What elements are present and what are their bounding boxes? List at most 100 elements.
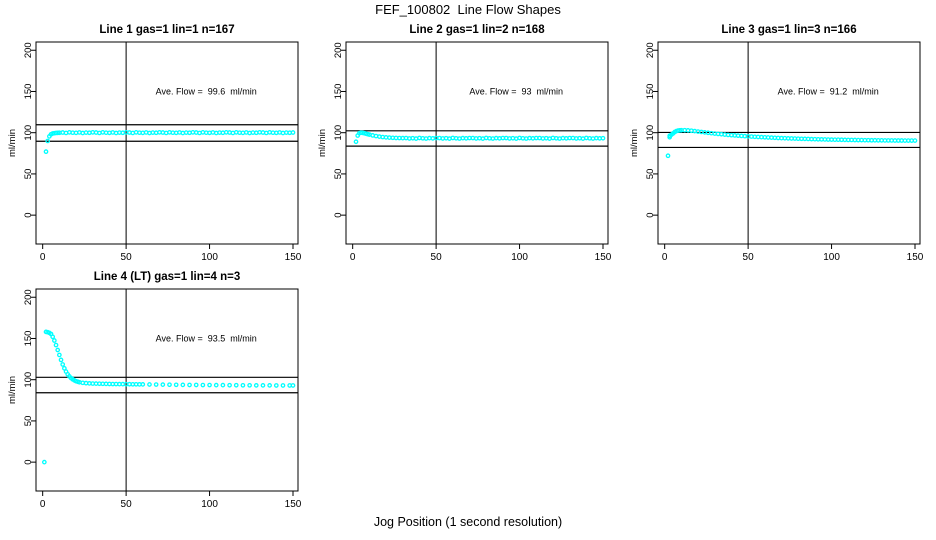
avg-flow-annotation: Ave. Flow = 93 ml/min xyxy=(469,86,563,96)
y-tick-label: 0 xyxy=(23,459,34,464)
data-point xyxy=(247,382,252,388)
y-tick-label: 0 xyxy=(645,212,656,217)
data-point xyxy=(200,382,206,388)
y-tick-label: 100 xyxy=(333,125,344,141)
data-points xyxy=(41,329,296,465)
data-point xyxy=(187,382,192,388)
y-tick-label: 200 xyxy=(645,42,656,58)
data-point xyxy=(180,382,186,388)
data-point xyxy=(213,382,219,388)
data-point xyxy=(60,362,66,367)
y-tick-label: 100 xyxy=(23,125,34,141)
y-axis-unit-label: ml/min xyxy=(7,376,18,404)
panel-line-2: Line 2 gas=1 lin=2 n=168 0 50 100 150 200 0 50… xyxy=(316,20,616,270)
avg-flow-annotation: Ave. Flow = 91.2 ml/min xyxy=(778,86,879,96)
data-point xyxy=(41,459,47,465)
x-tick-label: 50 xyxy=(743,252,755,263)
x-tick-label: 150 xyxy=(285,252,302,263)
y-tick-label: 200 xyxy=(23,289,34,305)
data-point xyxy=(267,383,272,388)
y-tick-label: 150 xyxy=(23,331,34,347)
panel-title-line-4: Line 4 (LT) gas=1 lin=4 n=3 xyxy=(93,271,241,283)
y-tick-label: 50 xyxy=(23,169,34,180)
x-tick-label: 100 xyxy=(823,252,840,263)
y-tick-label: 150 xyxy=(333,84,344,100)
data-point xyxy=(140,382,146,387)
data-point xyxy=(160,382,166,387)
data-point xyxy=(227,382,232,388)
data-point xyxy=(290,130,296,135)
panel-title-line-2: Line 2 gas=1 lin=2 n=168 xyxy=(409,24,545,36)
data-point xyxy=(55,347,61,353)
plot-svg-line-4: 0 50 100 150 200 0 50 100 150 ml/min Ave. Flow = 9… xyxy=(7,288,302,510)
panel-title-line-1: Line 1 gas=1 lin=1 n=167 xyxy=(99,24,235,36)
x-tick-label: 100 xyxy=(201,499,218,510)
plot-box xyxy=(35,288,299,492)
x-tick-label: 150 xyxy=(907,252,924,263)
plot-svg-line-1: 0 50 100 150 200 0 50 100 150 ml/min Ave. Flow = 9… xyxy=(7,41,302,263)
x-tick-label: 50 xyxy=(121,252,133,263)
y-axis-unit-label: ml/min xyxy=(629,129,640,157)
y-tick-label: 200 xyxy=(23,42,34,58)
data-point xyxy=(912,138,918,143)
data-point xyxy=(233,382,239,388)
data-point xyxy=(260,383,266,388)
data-point xyxy=(253,383,259,388)
data-point xyxy=(173,382,179,388)
x-tick-label: 0 xyxy=(40,499,46,510)
panel-line-3: Line 3 gas=1 lin=3 n=166 0 50 100 150 200 0 50… xyxy=(628,20,928,270)
avg-flow-annotation: Ave. Flow = 99.6 ml/min xyxy=(156,86,257,96)
y-tick-label: 150 xyxy=(23,84,34,100)
y-tick-label: 150 xyxy=(645,84,656,100)
x-tick-label: 0 xyxy=(40,252,46,263)
data-point xyxy=(58,357,64,363)
data-point xyxy=(273,383,279,388)
data-point xyxy=(50,334,56,340)
data-point xyxy=(240,382,246,388)
data-point xyxy=(153,382,159,387)
data-point xyxy=(57,352,62,358)
data-point xyxy=(45,138,51,144)
y-axis-unit-label: ml/min xyxy=(317,129,328,157)
data-point xyxy=(600,135,606,141)
data-point xyxy=(167,382,172,388)
x-tick-label: 150 xyxy=(285,499,302,510)
data-points xyxy=(43,130,296,155)
y-tick-label: 100 xyxy=(23,372,34,388)
x-tick-label: 100 xyxy=(511,252,528,263)
y-axis-unit-label: ml/min xyxy=(7,129,18,157)
data-point xyxy=(220,382,226,388)
y-tick-label: 50 xyxy=(333,169,344,180)
data-point xyxy=(147,382,152,387)
x-tick-label: 50 xyxy=(431,252,443,263)
figure-title: FEF_100802 Line Flow Shapes xyxy=(375,2,561,17)
y-tick-label: 0 xyxy=(333,212,344,217)
x-tick-label: 0 xyxy=(662,252,668,263)
data-points xyxy=(665,127,918,159)
data-point xyxy=(193,382,199,388)
data-point xyxy=(280,383,286,388)
plot-svg-line-2: 0 50 100 150 200 0 50 100 150 ml/min Ave. Flow = 9… xyxy=(317,41,612,263)
data-point xyxy=(665,153,671,159)
data-point xyxy=(53,342,59,348)
x-axis-label: Jog Position (1 second resolution) xyxy=(373,515,563,529)
plot-box xyxy=(35,41,299,245)
y-tick-label: 50 xyxy=(23,416,34,427)
plot-box xyxy=(657,41,921,245)
data-points xyxy=(353,130,606,145)
y-tick-label: 200 xyxy=(333,42,344,58)
x-tick-label: 150 xyxy=(595,252,612,263)
data-point xyxy=(52,338,57,343)
panel-title-line-3: Line 3 gas=1 lin=3 n=166 xyxy=(721,24,857,36)
plot-svg-line-3: 0 50 100 150 200 0 50 100 150 ml/min Ave. Flow = 9… xyxy=(629,41,924,263)
avg-flow-annotation: Ave. Flow = 93.5 ml/min xyxy=(156,333,257,343)
y-tick-label: 50 xyxy=(645,169,656,180)
data-point xyxy=(353,139,359,145)
data-point xyxy=(290,383,296,388)
y-tick-label: 100 xyxy=(645,125,656,141)
data-point xyxy=(43,149,49,155)
x-tick-label: 50 xyxy=(121,499,133,510)
plot-box xyxy=(345,41,609,245)
y-tick-label: 0 xyxy=(23,212,34,217)
